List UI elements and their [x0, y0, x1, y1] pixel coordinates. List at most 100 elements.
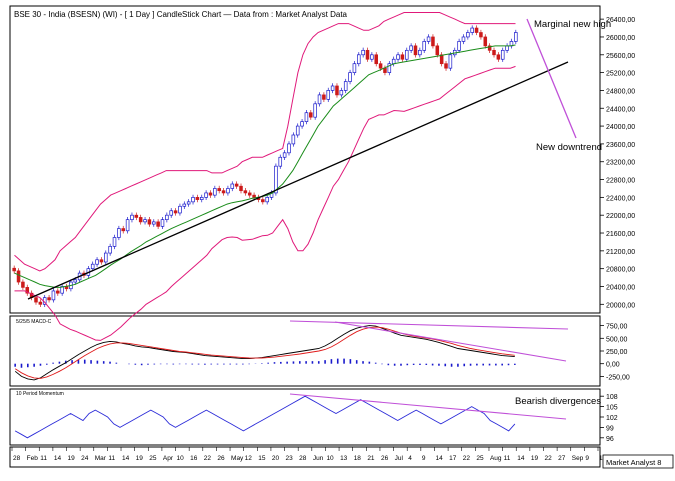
candle-down — [252, 194, 256, 198]
date-tick-label: 24 — [81, 455, 89, 462]
candle-up — [130, 214, 134, 221]
date-tick-label: Feb — [27, 455, 39, 462]
date-tick-label: Mar — [95, 455, 107, 462]
candle-down — [121, 228, 126, 232]
date-tick-label: 9 — [422, 455, 426, 462]
candle-up — [160, 219, 165, 227]
candle-up — [387, 63, 392, 73]
price-tick-label: 22400,00 — [606, 195, 635, 202]
candle-up — [422, 41, 426, 51]
candle-down — [25, 287, 30, 294]
candle-up — [357, 54, 361, 65]
candle-up — [295, 125, 300, 136]
date-tick-label: 19 — [531, 455, 539, 462]
candle-up — [352, 63, 357, 73]
candle-up — [370, 54, 374, 60]
candle-up — [418, 49, 422, 56]
candle-up — [326, 90, 331, 100]
candle-down — [247, 192, 252, 196]
momentum-panel-frame — [9, 388, 601, 446]
watermark: Market Analyst 8 — [606, 458, 661, 467]
date-tick-label: 4 — [408, 455, 412, 462]
candle-down — [474, 27, 479, 33]
candle-down — [56, 290, 60, 294]
candle-up — [182, 203, 187, 207]
price-tick-label: 20000,00 — [606, 302, 635, 309]
momentum-divergence-line — [289, 393, 567, 420]
momentum-tick-label: 108 — [606, 394, 618, 401]
candle-up — [112, 237, 117, 247]
marginal-high-label: Marginal new high — [534, 19, 611, 30]
price-tick-label: 23600,00 — [606, 142, 635, 149]
date-tick-label: 9 — [585, 455, 589, 462]
candle-up — [169, 210, 173, 216]
date-tick-label: 27 — [558, 455, 566, 462]
date-tick-label: 19 — [136, 455, 144, 462]
candle-up — [404, 49, 409, 60]
date-tick-label: 22 — [463, 455, 471, 462]
candle-up — [60, 286, 64, 294]
price-tick-label: 23200,00 — [606, 160, 635, 167]
candle-down — [234, 183, 239, 187]
macd-divergence-line — [334, 321, 567, 362]
price-tick-label: 25600,00 — [606, 53, 635, 60]
date-tick-label: Jul — [395, 455, 404, 462]
candle-up — [230, 183, 235, 189]
date-tick-label: 11 — [108, 455, 115, 462]
price-tick-label: 24800,00 — [606, 88, 635, 95]
candle-up — [265, 197, 269, 203]
price-tick-label: 21600,00 — [606, 231, 635, 238]
candle-up — [505, 45, 509, 51]
price-tick-label: 24400,00 — [606, 106, 635, 113]
candle-up — [304, 112, 309, 122]
date-tick-label: 20 — [272, 455, 280, 462]
candle-up — [282, 152, 287, 158]
date-tick-label: 28 — [299, 455, 307, 462]
candle-up — [339, 90, 344, 96]
macd-tick-label: -250,00 — [606, 374, 630, 381]
candle-up — [226, 188, 230, 194]
macd-divergence-line — [289, 320, 569, 330]
candle-down — [492, 49, 496, 56]
candle-up — [348, 72, 352, 82]
candle-up — [514, 32, 518, 42]
macd-tick-label: 250,00 — [606, 349, 628, 356]
macd-tick-label: 0,00 — [606, 362, 620, 369]
date-tick-label: 16 — [190, 455, 198, 462]
candle-down — [221, 190, 226, 194]
candle-up — [466, 32, 470, 38]
moving-average-line — [14, 44, 516, 288]
momentum-line — [14, 395, 516, 439]
date-tick-label: 19 — [68, 455, 76, 462]
price-tick-label: 22000,00 — [606, 213, 635, 220]
candle-down — [38, 301, 43, 305]
candle-down — [195, 197, 200, 200]
new-downtrend-label: New downtrend — [536, 142, 602, 153]
momentum-tick-label: 96 — [606, 436, 614, 443]
candle-down — [99, 259, 104, 263]
date-tick-label: 14 — [435, 455, 443, 462]
watermark-box — [602, 454, 674, 469]
price-tick-label: 24000,00 — [606, 124, 635, 131]
candle-up — [330, 85, 335, 91]
candle-up — [426, 36, 431, 42]
candle-up — [300, 121, 304, 127]
date-tick-label: 23 — [286, 455, 294, 462]
candle-down — [21, 281, 25, 288]
candle-down — [439, 54, 444, 65]
candle-down — [243, 190, 248, 194]
candle-up — [117, 228, 121, 238]
candle-up — [104, 252, 108, 263]
candle-down — [374, 54, 379, 65]
candle-down — [16, 270, 21, 283]
candle-up — [278, 156, 283, 167]
candle-up — [165, 214, 169, 221]
date-tick-label: 12 — [245, 455, 253, 462]
date-tick-label: 15 — [258, 455, 266, 462]
date-tick-label: 28 — [13, 455, 21, 462]
candle-down — [138, 217, 143, 223]
candle-down — [47, 297, 51, 301]
date-tick-label: Jun — [313, 455, 324, 462]
price-tick-label: 20800,00 — [606, 267, 635, 274]
candle-up — [178, 205, 182, 214]
